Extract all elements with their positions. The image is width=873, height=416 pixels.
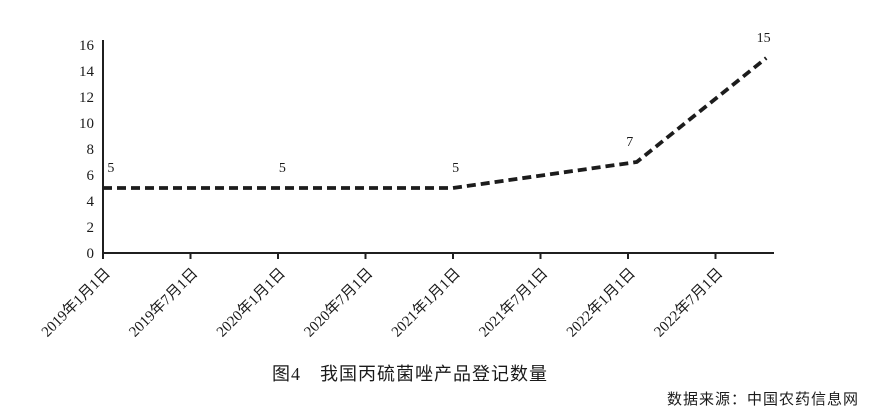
registration-trend-line bbox=[103, 56, 768, 190]
y-tick-label: 8 bbox=[87, 142, 95, 158]
x-tick-label: 2020年7月1日 bbox=[301, 265, 377, 341]
data-source: 数据来源：中国农药信息网 bbox=[666, 392, 859, 408]
data-point-label: 5 bbox=[279, 161, 286, 176]
registration-line-chart: 0 2 4 6 8 10 12 14 16 2019年1月1日 2019年7月1日 2020年1月1日… bbox=[38, 31, 774, 341]
y-tick-label: 2 bbox=[87, 220, 95, 236]
x-tick-label: 2022年7月1日 bbox=[651, 265, 727, 341]
y-tick-label: 10 bbox=[79, 116, 94, 132]
x-tick-label: 2019年1月1日 bbox=[38, 265, 114, 341]
y-tick-label: 4 bbox=[87, 194, 95, 210]
y-tick-label: 12 bbox=[79, 90, 94, 106]
figure-caption: 图4 我国丙硫菌唑产品登记数量 bbox=[272, 364, 548, 384]
data-point-label: 5 bbox=[107, 161, 114, 176]
y-tick-label: 16 bbox=[79, 38, 95, 54]
x-tick-label: 2019年7月1日 bbox=[126, 265, 202, 341]
x-tick-label: 2021年1月1日 bbox=[388, 265, 464, 341]
x-tick-label: 2022年1月1日 bbox=[563, 265, 639, 341]
data-point-label: 5 bbox=[452, 161, 459, 176]
x-tick-label: 2021年7月1日 bbox=[476, 265, 552, 341]
data-point-label: 15 bbox=[757, 31, 771, 46]
x-tick-label: 2020年1月1日 bbox=[213, 265, 289, 341]
y-tick-label: 6 bbox=[87, 168, 95, 184]
y-tick-label: 0 bbox=[87, 246, 95, 262]
data-point-label: 7 bbox=[626, 135, 633, 150]
y-tick-label: 14 bbox=[79, 64, 95, 80]
